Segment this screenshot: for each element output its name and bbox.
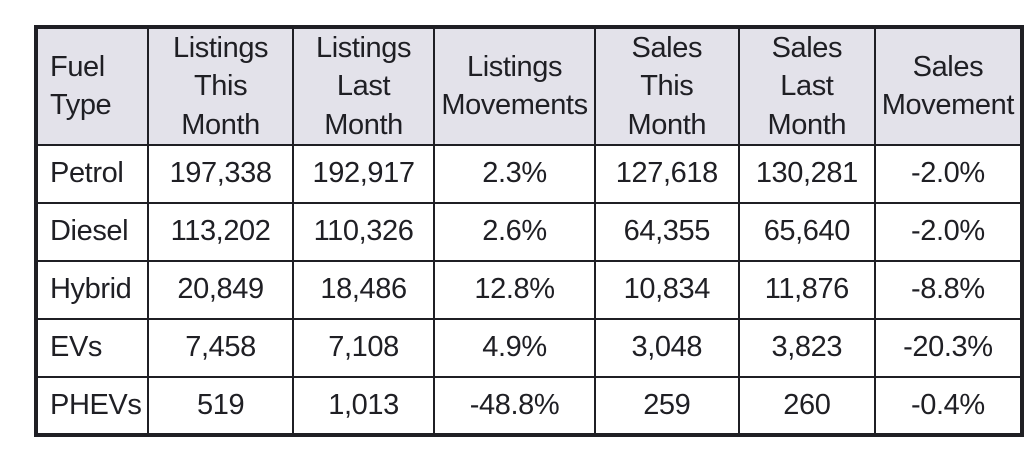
header-listings-this-month: Listings This Month (147, 26, 294, 146)
cell-sales-last-month: 130,281 (737, 143, 876, 204)
cell-listings-movements: 12.8% (433, 259, 596, 320)
cell-sales-movement: -20.3% (873, 317, 1024, 378)
cell-listings-last-month: 7,108 (291, 317, 436, 378)
cell-listings-last-month: 192,917 (291, 143, 436, 204)
cell-sales-this-month: 3,048 (593, 317, 740, 378)
cell-listings-this-month: 197,338 (147, 143, 294, 204)
cell-listings-last-month: 18,486 (291, 259, 436, 320)
cell-fuel-type: PHEVs (34, 375, 150, 436)
header-row: Fuel Type Listings This Month Listings L… (34, 26, 1024, 146)
cell-sales-last-month: 3,823 (737, 317, 876, 378)
cell-listings-movements: 2.6% (433, 201, 596, 262)
header-sales-last-month: Sales Last Month (737, 26, 876, 146)
header-listings-last-month: Listings Last Month (291, 26, 436, 146)
cell-listings-movements: 4.9% (433, 317, 596, 378)
table-row-phevs: PHEVs 519 1,013 -48.8% 259 260 -0.4% (34, 375, 1024, 436)
cell-sales-this-month: 10,834 (593, 259, 740, 320)
cell-listings-this-month: 20,849 (147, 259, 294, 320)
cell-sales-this-month: 64,355 (593, 201, 740, 262)
cell-fuel-type: EVs (34, 317, 150, 378)
cell-fuel-type: Diesel (34, 201, 150, 262)
cell-sales-movement: -8.8% (873, 259, 1024, 320)
table-row-petrol: Petrol 197,338 192,917 2.3% 127,618 130,… (34, 143, 1024, 204)
header-listings-movements: Listings Movements (433, 26, 596, 146)
fuel-listings-sales-table: Fuel Type Listings This Month Listings L… (34, 25, 1024, 437)
cell-sales-this-month: 259 (593, 375, 740, 436)
cell-sales-movement: -2.0% (873, 201, 1024, 262)
cell-sales-last-month: 65,640 (737, 201, 876, 262)
table-row-hybrid: Hybrid 20,849 18,486 12.8% 10,834 11,876… (34, 259, 1024, 320)
cell-sales-movement: -2.0% (873, 143, 1024, 204)
cell-listings-movements: -48.8% (433, 375, 596, 436)
cell-sales-this-month: 127,618 (593, 143, 740, 204)
cell-sales-last-month: 260 (737, 375, 876, 436)
header-fuel-type: Fuel Type (34, 26, 150, 146)
cell-listings-this-month: 7,458 (147, 317, 294, 378)
cell-listings-this-month: 519 (147, 375, 294, 436)
cell-listings-last-month: 110,326 (291, 201, 436, 262)
cell-listings-movements: 2.3% (433, 143, 596, 204)
cell-listings-this-month: 113,202 (147, 201, 294, 262)
table-row-evs: EVs 7,458 7,108 4.9% 3,048 3,823 -20.3% (34, 317, 1024, 378)
header-sales-movement: Sales Movement (873, 26, 1024, 146)
header-sales-this-month: Sales This Month (593, 26, 740, 146)
cell-sales-last-month: 11,876 (737, 259, 876, 320)
table-row-diesel: Diesel 113,202 110,326 2.6% 64,355 65,64… (34, 201, 1024, 262)
cell-listings-last-month: 1,013 (291, 375, 436, 436)
cell-sales-movement: -0.4% (873, 375, 1024, 436)
cell-fuel-type: Hybrid (34, 259, 150, 320)
cell-fuel-type: Petrol (34, 143, 150, 204)
